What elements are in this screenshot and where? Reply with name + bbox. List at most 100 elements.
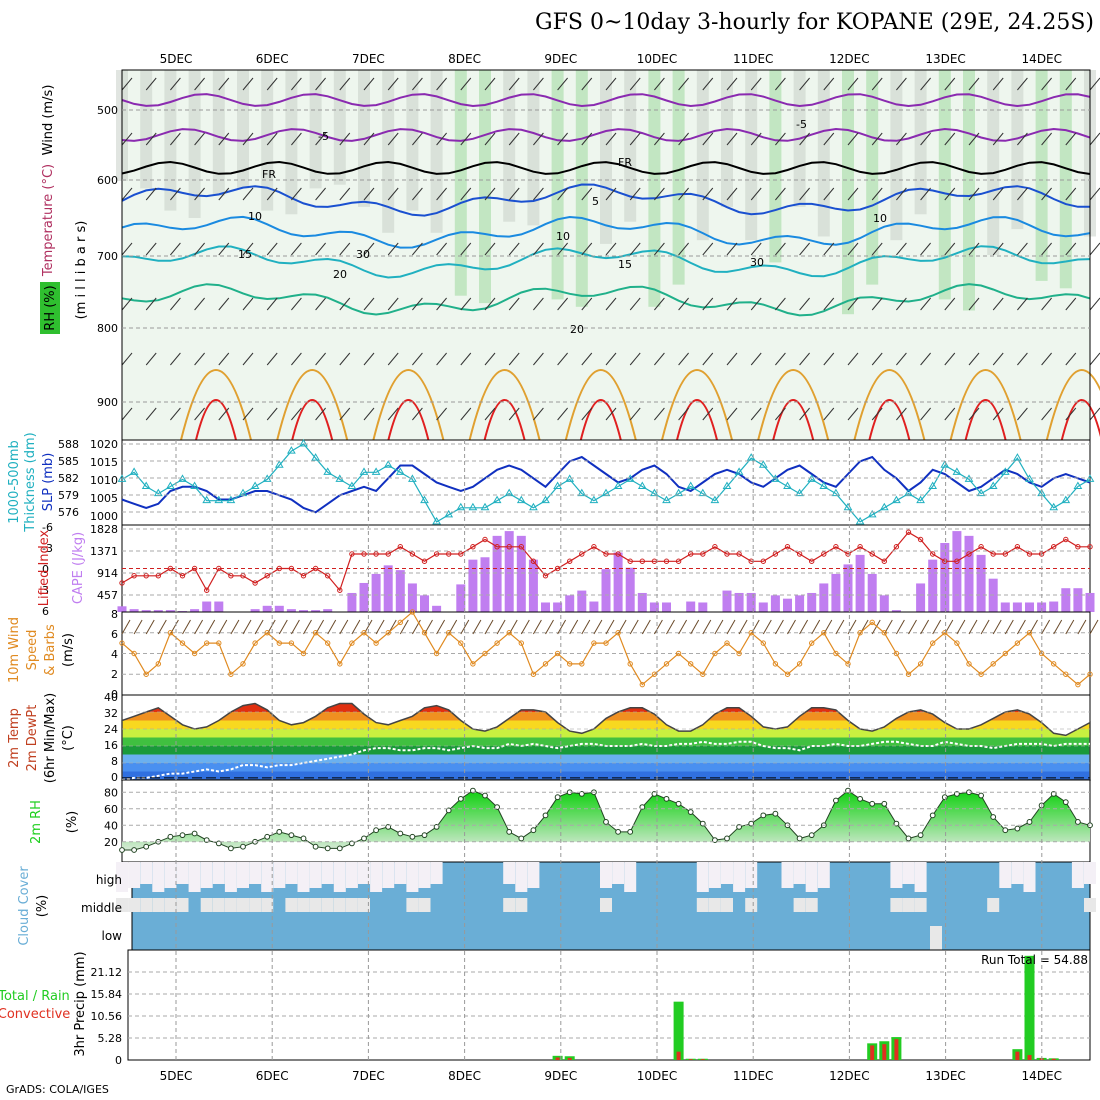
rh-marker — [1026, 819, 1033, 825]
thickness-marker — [274, 460, 284, 468]
cape-bar — [432, 605, 442, 612]
temp-band — [122, 746, 1090, 755]
slp-ytick-right: 1015 — [90, 456, 118, 469]
wind-speed-marker — [1014, 640, 1021, 646]
cape-bar — [577, 590, 587, 612]
wind-speed-marker — [930, 640, 936, 646]
cloud-high-gap — [394, 862, 407, 884]
lifted-index-marker — [530, 558, 537, 564]
upper-wind-barb — [1089, 297, 1100, 311]
wind-barb — [702, 619, 712, 635]
temp-ytick: 8 — [111, 755, 118, 768]
date-label-bottom: 9DEC — [544, 1069, 577, 1083]
upper-wind-barb — [412, 187, 423, 201]
contour-label: 30 — [750, 256, 764, 269]
wind-speed-marker — [300, 650, 307, 657]
thickness-marker — [480, 502, 490, 511]
upper-wind-barb — [678, 132, 689, 146]
wind-speed-marker — [542, 661, 549, 667]
slp-ytick-right: 1010 — [90, 474, 118, 487]
upper-wind-barb — [533, 297, 544, 311]
thickness-marker — [250, 481, 260, 489]
slp-ytick-right: 1005 — [90, 492, 118, 505]
upper-wind-barb — [702, 242, 714, 256]
wind-barb — [339, 619, 349, 635]
upper-wind-barb — [484, 352, 496, 366]
wind-barb — [315, 619, 325, 635]
wind-speed-marker — [857, 630, 863, 636]
cloud-high-gap — [1071, 862, 1084, 888]
upper-wind-barb — [799, 187, 810, 201]
date-label-top: 11DEC — [733, 52, 773, 66]
thickness-marker — [190, 481, 199, 489]
cape-bar — [928, 559, 938, 612]
upper-wind-barb — [775, 187, 786, 201]
upper-wind-barb — [339, 242, 351, 256]
cloud-high-gap — [817, 862, 830, 888]
lifted-index-marker — [421, 558, 428, 564]
upper-wind-barb — [315, 352, 326, 366]
precip-convective-bar — [567, 1057, 572, 1060]
upper-wind-barb — [678, 352, 689, 366]
rh-shade — [672, 70, 685, 285]
thickness-marker — [456, 502, 466, 511]
cape-bar — [916, 583, 926, 612]
lifted-index-marker — [240, 573, 246, 579]
thickness-marker — [166, 481, 175, 489]
upper-wind-barb — [944, 352, 956, 366]
upper-wind-barb — [508, 297, 520, 311]
upper-wind-barb — [1089, 242, 1100, 256]
date-label-bottom: 5DEC — [160, 1069, 193, 1083]
cloud-high-gap — [237, 862, 249, 888]
warm-contour — [853, 369, 926, 441]
temp-ytick: 16 — [104, 739, 118, 752]
upper-wind-barb — [339, 407, 351, 421]
cape-bar — [165, 610, 175, 612]
cape-bar — [153, 610, 163, 612]
wind-speed-marker — [240, 661, 246, 667]
upper-wind-barb — [678, 77, 689, 91]
wind-speed-marker — [325, 640, 331, 646]
upper-wind-barb — [1089, 352, 1100, 366]
upper-wind-barb — [170, 352, 181, 366]
upper-wind-barb — [629, 297, 641, 311]
rh-shade — [890, 70, 903, 241]
upper-wind-barb — [871, 352, 883, 366]
upper-wind-barb — [1065, 187, 1077, 201]
cloud-high-gap — [696, 862, 709, 892]
lifted-index-marker — [869, 551, 875, 557]
upper-wind-barb — [170, 187, 181, 201]
footer-credit: GrADS: COLA/IGES — [6, 1083, 109, 1096]
lifted-index-marker — [542, 573, 549, 579]
upper-wind-barb — [726, 407, 738, 421]
cape-bar — [722, 590, 732, 612]
upper-wind-barb — [775, 132, 786, 146]
upper-wind-barb — [484, 297, 496, 311]
rh-shade — [430, 70, 443, 233]
thickness-label: 1000-500mb — [7, 440, 22, 524]
cloud-mid-gap — [745, 898, 758, 912]
cloud-high-gap — [1011, 862, 1024, 884]
rh-shade — [696, 70, 709, 241]
cape-bar — [1085, 592, 1095, 612]
upper-wind-barb — [871, 77, 883, 91]
wind-speed-marker — [700, 671, 706, 677]
lifted-index-marker — [470, 544, 476, 550]
upper-wind-barb — [702, 132, 714, 146]
upper-wind-barb — [605, 77, 617, 91]
rh-shade — [1011, 70, 1024, 230]
cloud-high-gap — [745, 862, 758, 888]
date-label-top: 7DEC — [352, 52, 385, 66]
upper-wind-barb — [871, 132, 883, 146]
wind-speed-marker — [167, 630, 174, 636]
upper-wind-barb — [460, 297, 472, 311]
upper-wind-barb — [629, 352, 641, 366]
cloud-high-gap — [793, 862, 806, 884]
rh-marker — [796, 835, 803, 842]
thickness-marker — [323, 467, 333, 475]
cape-bar — [383, 565, 393, 612]
rh-marker — [941, 794, 948, 801]
wind-speed-marker — [796, 661, 803, 667]
rh-marker — [167, 833, 174, 840]
upper-wind-barb — [678, 242, 689, 256]
